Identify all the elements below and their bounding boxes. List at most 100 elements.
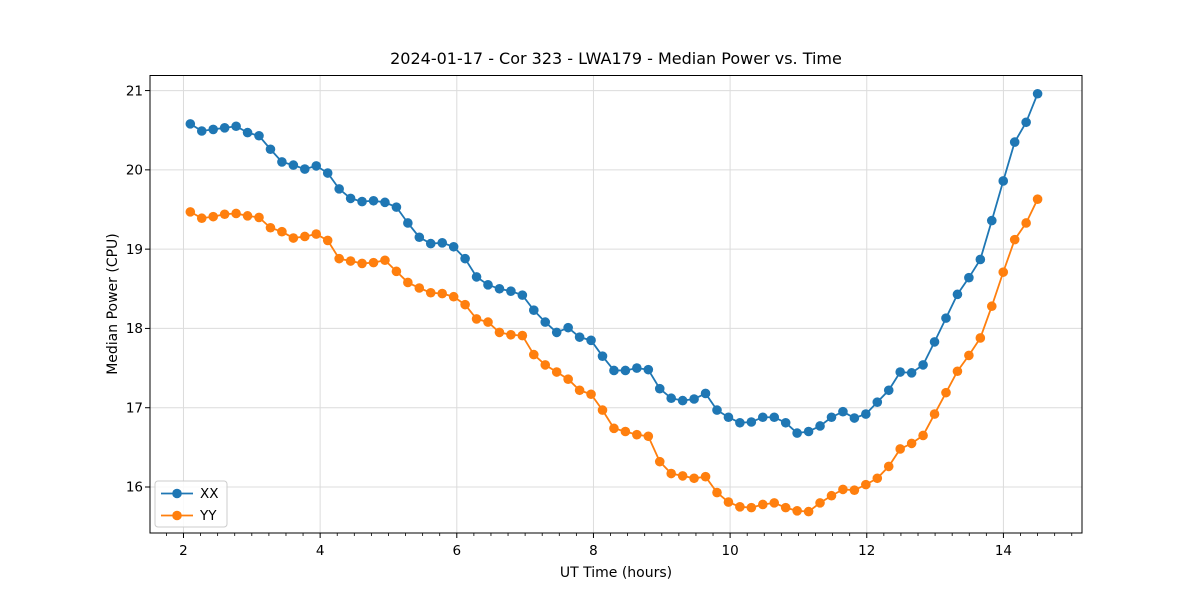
chart-title: 2024-01-17 - Cor 323 - LWA179 - Median P… bbox=[390, 49, 842, 68]
grid-layer bbox=[150, 75, 1082, 533]
data-point-xx bbox=[803, 426, 814, 437]
data-point-yy bbox=[986, 301, 997, 312]
data-point-yy bbox=[792, 506, 802, 516]
data-point-yy bbox=[700, 471, 711, 482]
data-point-xx bbox=[723, 412, 734, 423]
data-point-xx bbox=[609, 365, 619, 376]
data-point-yy bbox=[300, 231, 310, 242]
data-point-xx bbox=[300, 164, 310, 174]
data-point-xx bbox=[826, 412, 837, 423]
data-point-yy bbox=[196, 213, 207, 224]
data-point-yy bbox=[872, 473, 883, 484]
data-point-xx bbox=[414, 232, 425, 243]
legend-label-yy: YY bbox=[199, 508, 217, 524]
data-point-yy bbox=[254, 212, 264, 223]
data-point-yy bbox=[357, 258, 367, 269]
data-point-xx bbox=[769, 412, 780, 423]
data-point-yy bbox=[643, 431, 654, 442]
y-tick-label: 18 bbox=[126, 321, 143, 337]
data-point-yy bbox=[632, 429, 642, 440]
data-point-yy bbox=[666, 468, 676, 479]
data-point-xx bbox=[929, 337, 940, 347]
data-point-xx bbox=[357, 196, 367, 207]
data-point-xx bbox=[506, 286, 516, 296]
data-point-xx bbox=[563, 322, 573, 333]
data-point-xx bbox=[311, 161, 322, 171]
data-point-yy bbox=[723, 497, 734, 507]
data-point-yy bbox=[471, 314, 482, 324]
data-point-yy bbox=[964, 350, 974, 361]
plot-frame bbox=[149, 75, 1083, 534]
data-point-xx bbox=[689, 394, 699, 404]
data-point-xx bbox=[861, 409, 871, 419]
data-point-yy bbox=[368, 257, 379, 268]
data-point-xx bbox=[735, 417, 745, 428]
data-point-xx bbox=[196, 126, 207, 136]
data-point-yy bbox=[758, 499, 768, 510]
data-point-xx bbox=[345, 193, 356, 204]
data-point-xx bbox=[322, 168, 333, 178]
data-point-yy bbox=[1009, 234, 1020, 245]
data-point-xx bbox=[551, 327, 562, 338]
data-point-yy bbox=[574, 385, 585, 396]
data-point-xx bbox=[494, 283, 505, 294]
data-point-xx bbox=[334, 184, 344, 194]
y-tick-label: 17 bbox=[126, 400, 143, 416]
data-point-xx bbox=[952, 289, 963, 300]
data-point-yy bbox=[403, 277, 413, 288]
data-point-xx bbox=[586, 335, 596, 346]
data-point-xx bbox=[425, 238, 436, 249]
data-point-xx bbox=[792, 428, 802, 438]
data-point-xx bbox=[941, 313, 951, 323]
data-point-yy bbox=[277, 226, 287, 237]
series-line-xx bbox=[189, 93, 1039, 435]
data-point-xx bbox=[208, 124, 219, 135]
data-point-yy bbox=[563, 374, 573, 384]
data-point-yy bbox=[849, 485, 860, 495]
data-point-yy bbox=[185, 207, 196, 217]
legend-item-yy: YY bbox=[161, 508, 217, 524]
data-point-xx bbox=[219, 123, 230, 133]
data-point-xx bbox=[185, 119, 196, 129]
legend-marker-yy bbox=[172, 510, 182, 521]
data-point-xx bbox=[529, 305, 539, 316]
data-point-xx bbox=[1032, 88, 1043, 99]
data-point-yy bbox=[242, 211, 253, 221]
legend-item-xx: XX bbox=[161, 486, 219, 502]
data-point-yy bbox=[883, 461, 894, 472]
data-point-yy bbox=[975, 333, 986, 343]
series-layer bbox=[185, 88, 1043, 517]
data-point-yy bbox=[414, 283, 425, 293]
data-point-yy bbox=[391, 266, 402, 277]
data-point-xx bbox=[700, 388, 711, 399]
data-point-yy bbox=[689, 473, 699, 484]
data-point-yy bbox=[895, 444, 905, 454]
data-point-xx bbox=[654, 383, 665, 394]
data-point-xx bbox=[964, 272, 974, 283]
data-point-yy bbox=[380, 255, 390, 266]
x-tick-label: 14 bbox=[995, 543, 1012, 559]
x-tick-label: 10 bbox=[722, 543, 739, 559]
data-point-yy bbox=[620, 426, 631, 437]
data-point-xx bbox=[517, 290, 528, 300]
data-point-yy bbox=[906, 438, 917, 449]
data-point-yy bbox=[746, 502, 757, 513]
data-point-xx bbox=[883, 385, 894, 396]
data-point-xx bbox=[288, 160, 299, 170]
data-point-yy bbox=[334, 253, 344, 264]
data-point-yy bbox=[345, 256, 356, 266]
data-point-yy bbox=[597, 405, 608, 415]
data-point-xx bbox=[975, 254, 986, 265]
data-point-yy bbox=[1021, 218, 1031, 228]
data-point-xx bbox=[666, 393, 676, 404]
data-point-xx bbox=[231, 121, 241, 132]
data-point-xx bbox=[368, 195, 379, 206]
data-point-xx bbox=[906, 368, 917, 378]
tick-label-layer: 2 4 6 8 10 12 14 16 17 18 19 20 21 bbox=[126, 83, 1012, 559]
data-point-xx bbox=[643, 364, 654, 375]
data-point-xx bbox=[838, 406, 848, 417]
series-line-yy bbox=[189, 198, 1039, 513]
data-point-xx bbox=[448, 241, 459, 252]
data-point-yy bbox=[929, 409, 940, 419]
data-point-xx bbox=[849, 413, 860, 423]
